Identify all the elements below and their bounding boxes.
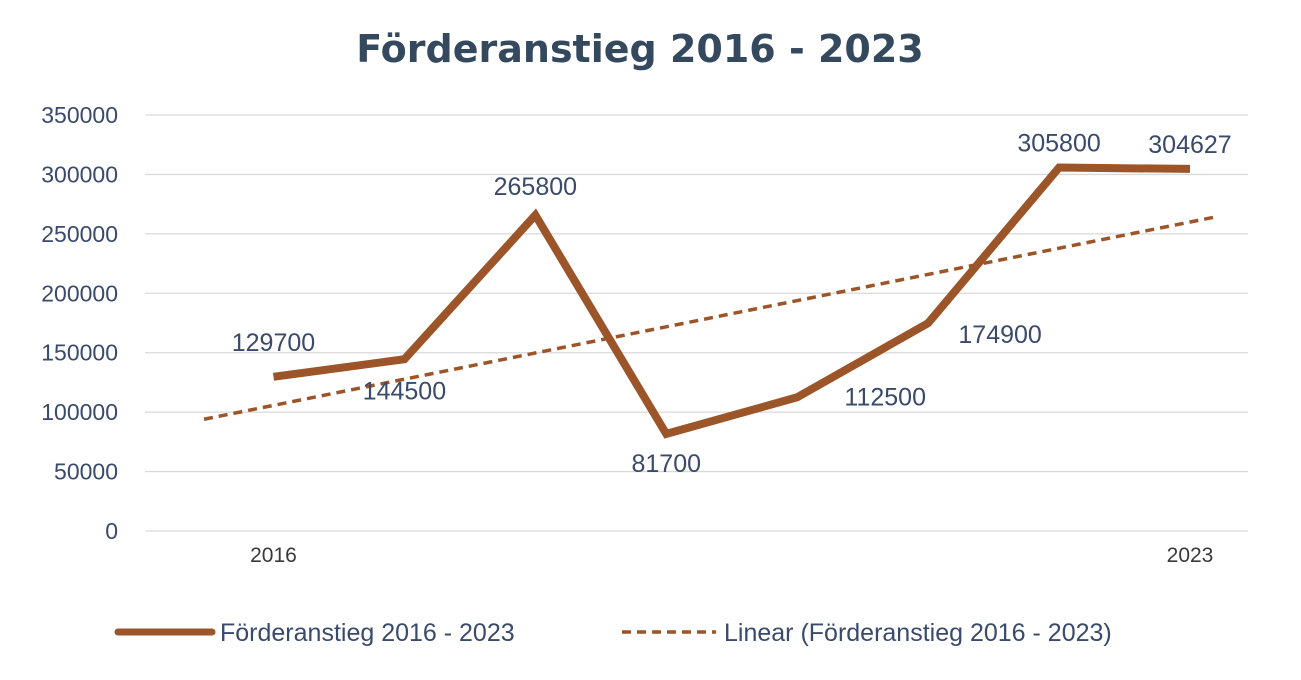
y-tick-label: 200000 [41, 280, 118, 306]
data-label: 112500 [844, 383, 926, 411]
y-tick-label: 0 [105, 518, 118, 544]
data-label: 144500 [363, 377, 446, 405]
trendline-group [203, 215, 1215, 421]
x-tick-label: 2016 [250, 544, 297, 567]
y-tick-label: 150000 [41, 340, 118, 366]
trendline [203, 215, 1215, 421]
chart-title: Förderanstieg 2016 - 2023 [356, 27, 923, 71]
y-tick-label: 50000 [54, 459, 118, 485]
series-group [272, 163, 1191, 439]
y-tick-label: 100000 [41, 399, 118, 425]
legend-label-series: Förderanstieg 2016 - 2023 [220, 619, 515, 647]
x-tick-label: 2023 [1167, 544, 1214, 567]
y-tick-label: 350000 [41, 102, 118, 128]
data-label: 174900 [958, 321, 1041, 349]
data-label: 129700 [232, 329, 315, 357]
data-label: 305800 [1017, 130, 1100, 158]
data-labels: 129700 144500 265800 81700 112500 174900 30580… [232, 130, 1232, 478]
legend: Förderanstieg 2016 - 2023 Linear (Förder… [114, 619, 1112, 647]
series-line [272, 163, 1191, 439]
data-label: 265800 [494, 173, 577, 201]
y-tick-label: 300000 [41, 161, 118, 187]
data-label: 81700 [632, 450, 702, 478]
legend-label-trend: Linear (Förderanstieg 2016 - 2023) [724, 619, 1112, 647]
gridlines [145, 114, 1248, 532]
x-axis-ticks: 2016 2023 [250, 544, 1213, 567]
data-label: 304627 [1148, 131, 1231, 159]
y-axis-ticks: 0 50000 100000 150000 200000 250000 300000 3500… [41, 102, 118, 544]
y-tick-label: 250000 [41, 221, 118, 247]
